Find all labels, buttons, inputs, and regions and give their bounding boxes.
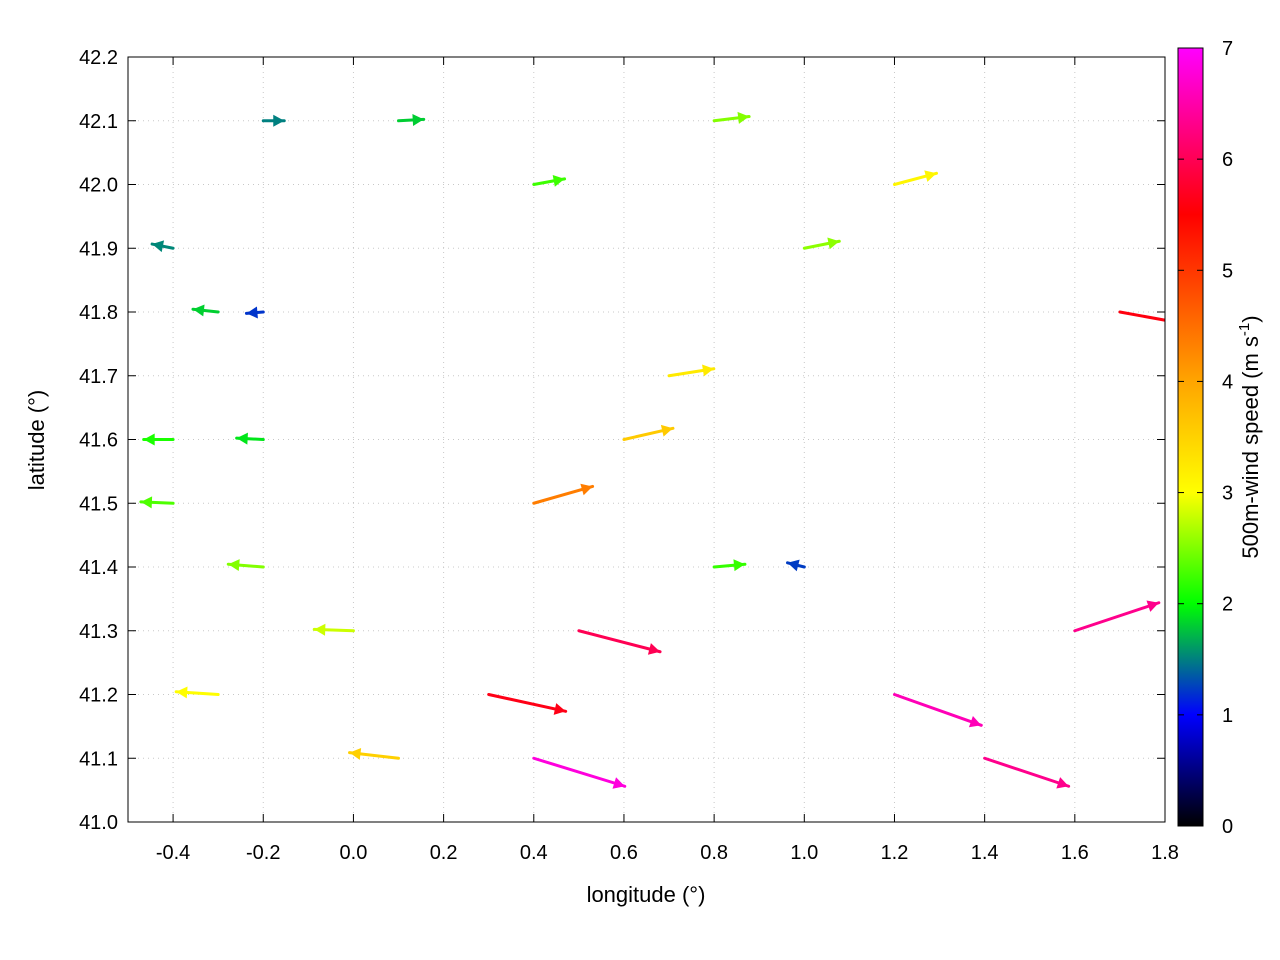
wind-arrow: [312, 623, 355, 636]
wind-arrow: [1073, 600, 1161, 633]
y-axis: 41.0 41.1 41.2 41.3 41.4 41.5 41.6 41.7 41.8 41.9…: [79, 47, 1165, 834]
wind-arrow: [191, 304, 220, 317]
x-tick-label: 0.8: [700, 842, 728, 864]
x-axis-title: longitude (°): [587, 882, 706, 907]
colorbar-title-sup: -1: [1236, 323, 1253, 336]
y-tick-label: 41.6: [79, 430, 118, 452]
wind-arrow: [142, 433, 175, 446]
colorbar-tick-label: 5: [1222, 260, 1233, 282]
colorbar-tick-label: 0: [1222, 816, 1233, 838]
y-tick-label: 41.8: [79, 302, 118, 324]
y-axis-title: latitude (°): [24, 390, 49, 491]
wind-arrow: [487, 693, 568, 715]
colorbar: [1177, 47, 1204, 827]
x-tick-label: 1.6: [1061, 842, 1089, 864]
x-tick-label: 0.4: [520, 842, 548, 864]
colorbar-title: 500m-wind speed (m s-1): [1236, 315, 1263, 558]
wind-arrow: [244, 306, 265, 319]
wind-arrow: [226, 559, 265, 572]
y-tick-label: 42.2: [79, 47, 118, 69]
colorbar-tick-label: 1: [1222, 705, 1233, 727]
wind-arrow: [802, 237, 841, 250]
x-tick-label: -0.2: [246, 842, 280, 864]
wind-arrow: [532, 483, 595, 505]
x-tick-label: 1.0: [790, 842, 818, 864]
colorbar-title-main: 500m-wind speed (m s: [1238, 336, 1263, 559]
y-tick-label: 41.1: [79, 748, 118, 770]
x-axis: -0.4 -0.2 0.0 0.2 0.4 0.6 0.8 1.0 1.2 1.4 1.6 1.8: [156, 57, 1179, 864]
y-tick-label: 41.0: [79, 812, 118, 834]
y-tick-label: 41.7: [79, 366, 118, 388]
y-tick-label: 41.4: [79, 557, 118, 579]
wind-arrow: [892, 170, 938, 186]
x-tick-label: -0.4: [156, 842, 190, 864]
x-tick-label: 1.2: [881, 842, 909, 864]
y-tick-label: 41.2: [79, 685, 118, 707]
colorbar-ticks: 0 1 2 3 4 5 6 7: [1178, 38, 1233, 838]
colorbar-tick-label: 4: [1222, 371, 1233, 393]
y-tick-label: 42.0: [79, 175, 118, 197]
wind-arrow: [622, 424, 675, 441]
wind-arrow: [150, 240, 175, 253]
x-tick-label: 0.6: [610, 842, 638, 864]
wind-arrow: [712, 111, 751, 124]
colorbar-tick-label: 7: [1222, 38, 1233, 60]
wind-arrow: [235, 432, 265, 445]
colorbar-title-end: ): [1238, 315, 1263, 322]
y-tick-label: 41.9: [79, 238, 118, 260]
y-tick-label: 41.3: [79, 621, 118, 643]
wind-arrow: [712, 559, 747, 572]
x-tick-label: 0.0: [340, 842, 368, 864]
wind-arrow: [532, 756, 627, 789]
wind-arrow: [1118, 310, 1165, 322]
colorbar-tick-label: 3: [1222, 483, 1233, 505]
y-tick-label: 41.5: [79, 493, 118, 515]
wind-vectors: [139, 111, 1165, 789]
wind-arrow: [261, 114, 286, 127]
wind-arrow: [532, 174, 567, 187]
y-tick-label: 42.1: [79, 111, 118, 133]
wind-arrow: [786, 559, 806, 572]
wind-arrow: [139, 496, 175, 509]
colorbar-tick-label: 6: [1222, 149, 1233, 171]
x-tick-label: 1.8: [1151, 842, 1179, 864]
wind-arrow: [577, 629, 662, 655]
wind-arrow: [892, 693, 983, 728]
x-tick-label: 0.2: [430, 842, 458, 864]
wind-arrow: [667, 364, 716, 378]
wind-arrow: [348, 747, 401, 760]
colorbar-tick-label: 2: [1222, 594, 1233, 616]
x-tick-label: 1.4: [971, 842, 999, 864]
wind-arrow: [174, 686, 220, 699]
wind-arrow: [983, 756, 1071, 789]
wind-arrow: [397, 113, 426, 126]
